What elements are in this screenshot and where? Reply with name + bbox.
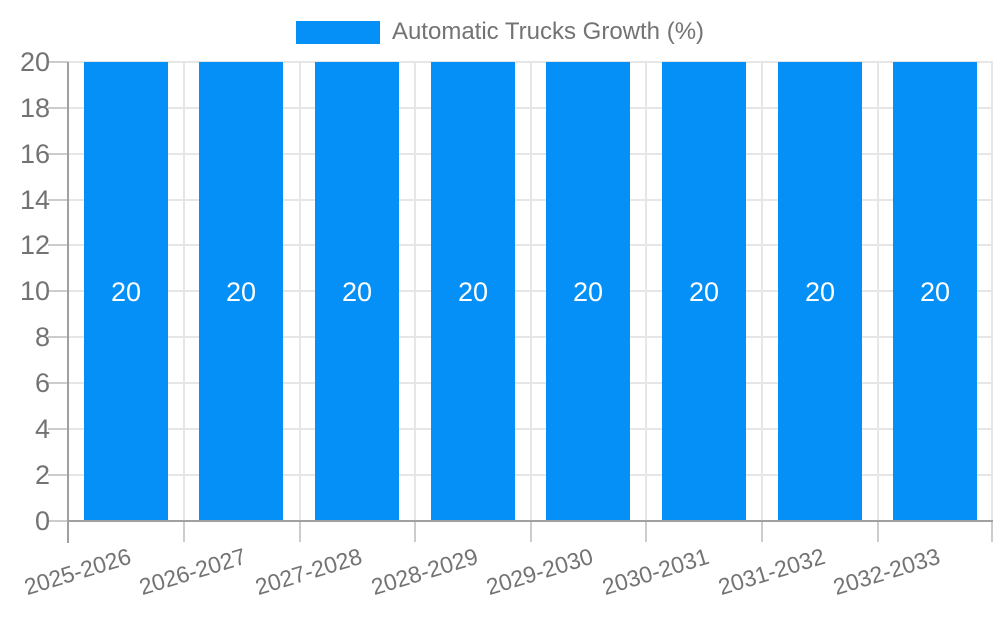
y-axis-label: 8 [34, 322, 50, 352]
bar-2028-2029: 20 [431, 62, 515, 521]
legend-label: Automatic Trucks Growth (%) [391, 18, 705, 45]
gridline-v-8 [991, 62, 993, 521]
bar-chart: Automatic Trucks Growth (%) 20 20 20 20 … [0, 18, 1000, 600]
ytick-4 [48, 428, 68, 430]
bar-2026-2027: 20 [199, 62, 283, 521]
xtick-2 [299, 521, 301, 542]
gridline-v-1 [183, 62, 185, 521]
chart-legend: Automatic Trucks Growth (%) [0, 18, 1000, 46]
ytick-18 [48, 107, 68, 109]
bar-2029-2030: 20 [546, 62, 630, 521]
bar-value-label: 20 [919, 277, 951, 307]
y-axis-label: 6 [34, 368, 50, 398]
y-axis-label: 14 [19, 185, 50, 215]
bar-value-label: 20 [457, 277, 489, 307]
y-axis-label: 4 [34, 414, 50, 444]
bar-2031-2032: 20 [778, 62, 862, 521]
bar-value-label: 20 [110, 277, 142, 307]
bar-value-label: 20 [804, 277, 836, 307]
y-axis-label: 10 [19, 276, 50, 306]
gridline-v-5 [645, 62, 647, 521]
ytick-8 [48, 336, 68, 338]
y-axis-label: 0 [34, 506, 50, 536]
y-axis-line [67, 62, 69, 543]
bar-value-label: 20 [572, 277, 604, 307]
bar-value-label: 20 [225, 277, 257, 307]
ytick-12 [48, 244, 68, 246]
xtick-1 [183, 521, 185, 542]
bar-2027-2028: 20 [315, 62, 399, 521]
ytick-20 [48, 61, 68, 63]
gridline-v-2 [299, 62, 301, 521]
ytick-14 [48, 199, 68, 201]
legend-swatch [295, 20, 380, 44]
gridline-v-6 [761, 62, 763, 521]
y-axis-label: 16 [19, 139, 50, 169]
xtick-6 [761, 521, 763, 542]
bar-value-label: 20 [341, 277, 373, 307]
xtick-4 [530, 521, 532, 542]
y-axis-label: 12 [19, 230, 50, 260]
ytick-0 [48, 520, 68, 522]
ytick-2 [48, 474, 68, 476]
gridline-v-3 [414, 62, 416, 521]
bar-2030-2031: 20 [662, 62, 746, 521]
x-axis-line [68, 520, 993, 522]
legend-item[interactable]: Automatic Trucks Growth (%) [295, 18, 705, 46]
gridline-v-7 [877, 62, 879, 521]
y-axis-label: 2 [34, 460, 50, 490]
bar-value-label: 20 [688, 277, 720, 307]
y-axis-label: 20 [19, 47, 50, 77]
xtick-8 [991, 521, 993, 542]
bar-2025-2026: 20 [84, 62, 168, 521]
ytick-16 [48, 153, 68, 155]
xtick-5 [645, 521, 647, 542]
ytick-10 [48, 290, 68, 292]
y-axis-label: 18 [19, 93, 50, 123]
gridline-v-4 [530, 62, 532, 521]
xtick-7 [877, 521, 879, 542]
bar-2032-2033: 20 [893, 62, 977, 521]
ytick-6 [48, 382, 68, 384]
xtick-3 [414, 521, 416, 542]
